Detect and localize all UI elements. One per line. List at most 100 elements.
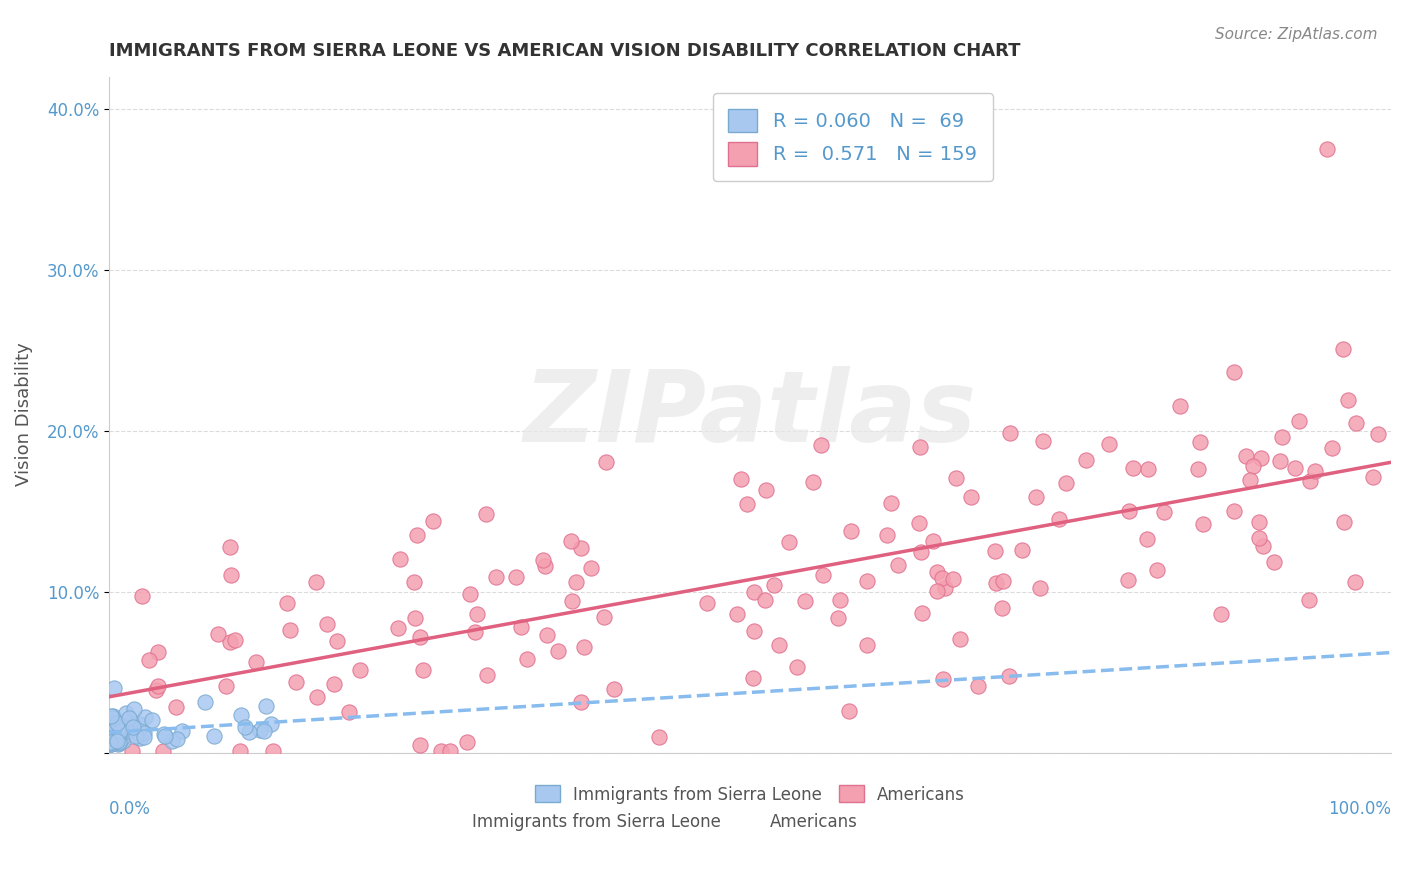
- Point: [138, 653, 160, 667]
- Point: [107, 736, 129, 750]
- Point: [105, 727, 128, 741]
- Point: [326, 633, 349, 648]
- Point: [910, 545, 932, 559]
- Point: [1118, 504, 1140, 518]
- Point: [984, 544, 1007, 558]
- Point: [941, 572, 963, 586]
- Point: [547, 643, 569, 657]
- Point: [735, 497, 758, 511]
- Point: [100, 722, 122, 736]
- Point: [101, 709, 124, 723]
- Point: [827, 611, 849, 625]
- Text: ZIPatlas: ZIPatlas: [523, 366, 977, 463]
- Point: [1239, 473, 1261, 487]
- Point: [215, 679, 238, 693]
- Point: [477, 668, 499, 682]
- Point: [1153, 504, 1175, 518]
- Point: [794, 594, 817, 608]
- Point: [105, 723, 128, 738]
- Point: [960, 491, 983, 505]
- Point: [945, 471, 967, 485]
- Point: [145, 682, 167, 697]
- Point: [1136, 462, 1159, 476]
- Point: [219, 567, 242, 582]
- Point: [725, 607, 748, 621]
- Point: [1223, 365, 1246, 379]
- Point: [111, 734, 134, 748]
- Point: [129, 716, 152, 731]
- Point: [1250, 451, 1272, 466]
- Point: [887, 558, 910, 572]
- Point: [1223, 503, 1246, 517]
- Point: [316, 616, 339, 631]
- Point: [107, 735, 129, 749]
- Point: [1268, 454, 1291, 468]
- Point: [574, 640, 596, 655]
- Point: [830, 593, 852, 607]
- Point: [98, 737, 121, 751]
- Point: [1047, 512, 1070, 526]
- Text: 0.0%: 0.0%: [110, 800, 150, 818]
- Point: [134, 709, 156, 723]
- Point: [1303, 464, 1326, 478]
- Point: [122, 720, 145, 734]
- Point: [121, 744, 143, 758]
- Point: [100, 715, 122, 730]
- Point: [100, 732, 122, 747]
- Point: [569, 696, 592, 710]
- Point: [1288, 414, 1310, 428]
- Point: [1320, 441, 1343, 455]
- Point: [786, 660, 808, 674]
- Point: [229, 744, 252, 758]
- Point: [101, 732, 124, 747]
- Point: [949, 632, 972, 646]
- Point: [141, 713, 163, 727]
- Point: [107, 730, 129, 744]
- Point: [768, 638, 790, 652]
- Point: [1187, 462, 1209, 476]
- Point: [1209, 607, 1232, 622]
- Point: [284, 674, 307, 689]
- Point: [104, 734, 127, 748]
- Point: [245, 655, 267, 669]
- Point: [458, 587, 481, 601]
- Point: [231, 708, 253, 723]
- Point: [98, 721, 121, 735]
- Point: [262, 744, 284, 758]
- Point: [429, 744, 451, 758]
- Point: [565, 575, 588, 590]
- Point: [412, 663, 434, 677]
- Point: [1253, 539, 1275, 553]
- Point: [1191, 516, 1213, 531]
- Point: [1029, 581, 1052, 595]
- Point: [105, 720, 128, 734]
- Text: IMMIGRANTS FROM SIERRA LEONE VS AMERICAN VISION DISABILITY CORRELATION CHART: IMMIGRANTS FROM SIERRA LEONE VS AMERICAN…: [110, 42, 1021, 60]
- Text: Source: ZipAtlas.com: Source: ZipAtlas.com: [1215, 27, 1378, 42]
- Point: [1146, 563, 1168, 577]
- Point: [409, 738, 432, 752]
- Point: [856, 574, 879, 588]
- Point: [505, 570, 527, 584]
- Point: [801, 475, 824, 490]
- Point: [456, 735, 478, 749]
- Point: [986, 575, 1008, 590]
- Point: [475, 508, 498, 522]
- Point: [115, 706, 138, 720]
- Point: [256, 698, 278, 713]
- Point: [111, 731, 134, 745]
- Point: [406, 528, 429, 542]
- Point: [998, 669, 1021, 683]
- Point: [249, 723, 271, 738]
- Point: [531, 553, 554, 567]
- Point: [1367, 426, 1389, 441]
- Point: [146, 645, 169, 659]
- Point: [1249, 515, 1271, 529]
- Point: [219, 540, 242, 554]
- Point: [101, 733, 124, 747]
- Point: [439, 744, 461, 758]
- Point: [931, 571, 953, 585]
- Point: [114, 717, 136, 731]
- Point: [467, 607, 489, 621]
- Point: [778, 534, 800, 549]
- Point: [533, 558, 555, 573]
